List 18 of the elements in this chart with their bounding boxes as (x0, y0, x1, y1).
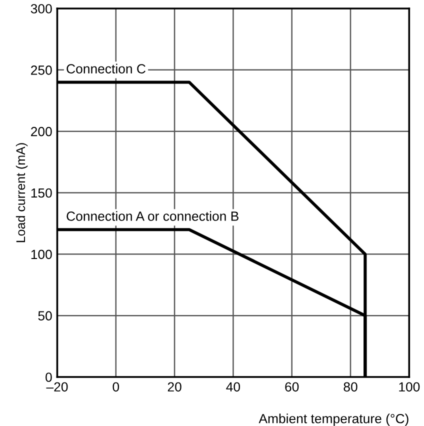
y-tick-label: 100 (31, 250, 52, 260)
y-tick-label: 150 (31, 188, 52, 198)
y-tick-label: 250 (31, 66, 52, 75)
x-tick-label: 0 (112, 382, 120, 392)
x-tick-label: 60 (285, 382, 299, 392)
x-tick-label: 80 (344, 382, 358, 392)
y-tick-label: 300 (30, 4, 52, 14)
x-axis-title: Ambient temperature (°C) (258, 414, 408, 426)
x-tick-label: 40 (226, 382, 240, 392)
y-tick-label: 50 (38, 311, 52, 321)
series-label: Connection A or connection B (66, 211, 238, 221)
x-tick-label: 100 (399, 382, 420, 392)
y-axis-title: Load current (mA) (16, 143, 28, 242)
series-label: Connection C (66, 64, 146, 74)
x-tick-label: 20 (168, 382, 182, 392)
y-tick-label: 200 (31, 126, 52, 136)
y-tick-label: 0 (46, 372, 52, 382)
x-tick-label: –20 (46, 382, 68, 392)
